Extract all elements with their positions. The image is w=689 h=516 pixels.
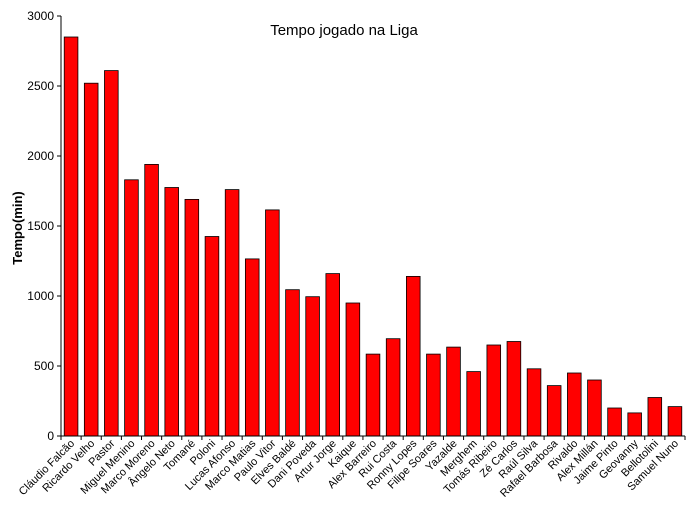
bar — [144, 163, 159, 437]
bars-group — [63, 36, 683, 437]
bar — [63, 36, 79, 437]
bar — [385, 338, 401, 437]
bar — [325, 273, 340, 437]
bar — [365, 353, 381, 437]
y-tick-label: 3000 — [27, 9, 54, 23]
bar — [164, 187, 179, 437]
bar — [224, 189, 240, 437]
bar — [567, 372, 582, 437]
bar — [184, 198, 200, 437]
bar — [406, 275, 421, 437]
bar — [667, 406, 683, 437]
y-tick-label: 2000 — [27, 149, 54, 163]
bar — [345, 302, 361, 437]
bar — [607, 407, 622, 437]
y-tick-label: 1000 — [27, 289, 54, 303]
bar — [587, 379, 602, 437]
bar — [446, 346, 461, 437]
bar — [486, 344, 502, 437]
y-axis: 0 500 1000 1500 2000 2500 3000 — [27, 9, 62, 443]
bar — [546, 385, 562, 437]
y-tick-label: 500 — [34, 359, 54, 373]
bar — [627, 412, 642, 437]
bar — [204, 236, 220, 437]
bar — [506, 341, 522, 437]
bar — [265, 209, 280, 437]
y-tick-label: 0 — [47, 429, 54, 443]
bar — [244, 258, 260, 437]
bar — [305, 296, 320, 437]
y-tick-label: 2500 — [27, 79, 54, 93]
bar — [466, 371, 481, 437]
bar — [285, 289, 300, 437]
bar — [124, 179, 139, 437]
bar — [426, 353, 441, 437]
bar — [83, 82, 99, 437]
bar — [526, 368, 542, 437]
y-tick-label: 1500 — [27, 219, 54, 233]
y-axis-label: Tempo(min) — [10, 191, 25, 264]
bar — [104, 70, 119, 437]
chart-title: Tempo jogado na Liga — [270, 22, 418, 39]
bar — [647, 397, 663, 437]
